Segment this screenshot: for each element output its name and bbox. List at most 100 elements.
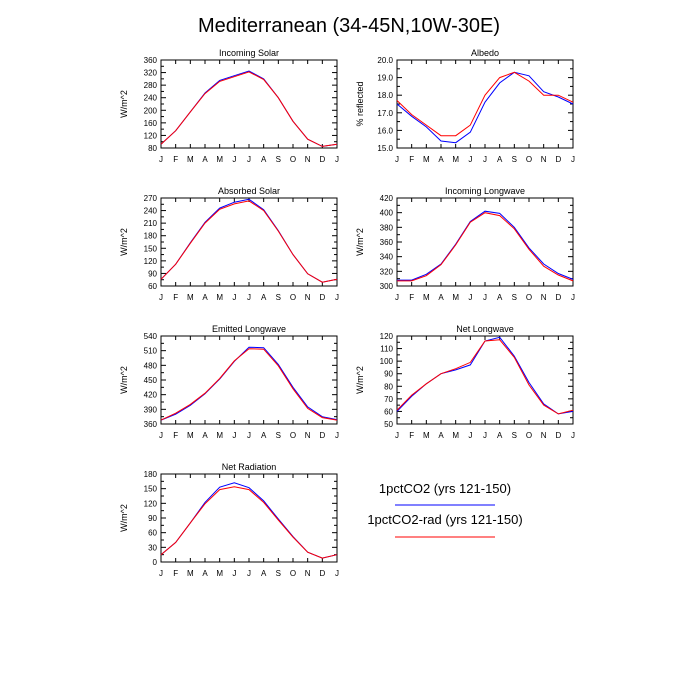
y-tick-label: 110 [380, 345, 393, 354]
x-tick-label: J [468, 431, 472, 440]
chart-title: Albedo [471, 48, 499, 58]
y-tick-label: 100 [380, 357, 394, 366]
chart-title: Incoming Solar [219, 48, 279, 58]
x-tick-label: J [159, 155, 163, 164]
plot-frame [396, 335, 574, 425]
y-tick-label: 70 [384, 395, 393, 404]
series-line-1 [160, 346, 338, 421]
x-tick-label: F [409, 431, 414, 440]
x-tick-label: J [232, 431, 236, 440]
x-tick-label: J [483, 155, 487, 164]
y-axis-label: % reflected [355, 81, 365, 126]
x-tick-label: J [335, 155, 339, 164]
x-tick-label: S [276, 293, 281, 302]
y-tick-label: 210 [144, 219, 158, 228]
x-tick-label: A [261, 569, 267, 578]
x-tick-label: D [319, 569, 325, 578]
y-tick-label: 60 [148, 282, 157, 291]
x-tick-label: O [290, 293, 296, 302]
x-tick-label: O [290, 155, 296, 164]
y-tick-label: 19.0 [377, 74, 393, 83]
y-tick-label: 450 [144, 376, 158, 385]
y-tick-label: 280 [144, 81, 158, 90]
y-tick-label: 380 [380, 223, 394, 232]
y-tick-label: 150 [144, 244, 158, 253]
y-tick-label: 320 [380, 267, 394, 276]
y-tick-label: 480 [144, 361, 158, 370]
y-axis-label: W/m^2 [119, 90, 129, 118]
x-tick-label: A [438, 431, 444, 440]
page-title: Mediterranean (34-45N,10W-30E) [198, 15, 500, 37]
x-tick-label: N [305, 569, 311, 578]
x-tick-label: O [290, 431, 296, 440]
x-tick-label: D [319, 155, 325, 164]
x-tick-label: M [452, 293, 459, 302]
x-tick-label: M [187, 569, 194, 578]
y-tick-label: 420 [144, 391, 158, 400]
legend: 1pctCO2 (yrs 121-150) 1pctCO2-rad (yrs 1… [367, 481, 523, 538]
y-tick-label: 390 [144, 405, 158, 414]
x-tick-label: O [526, 155, 532, 164]
x-tick-label: J [247, 293, 251, 302]
series-line-2 [396, 71, 574, 137]
series-line-1 [397, 210, 574, 281]
x-tick-label: F [173, 431, 178, 440]
y-tick-label: 150 [144, 485, 158, 494]
x-tick-label: J [571, 431, 575, 440]
y-tick-label: 60 [384, 407, 393, 416]
series-line-2 [160, 348, 338, 421]
y-tick-label: 320 [144, 69, 158, 78]
x-tick-label: M [216, 293, 223, 302]
y-tick-label: 30 [148, 543, 157, 552]
x-tick-label: J [483, 431, 487, 440]
x-tick-label: S [512, 431, 517, 440]
x-tick-label: M [423, 155, 430, 164]
x-tick-label: J [335, 293, 339, 302]
series-line-1 [396, 71, 574, 144]
x-tick-label: J [335, 431, 339, 440]
chart-title: Absorbed Solar [218, 186, 280, 196]
x-tick-label: J [247, 155, 251, 164]
y-tick-label: 90 [148, 269, 157, 278]
y-tick-label: 0 [153, 558, 158, 567]
x-tick-label: S [276, 431, 281, 440]
x-tick-label: J [571, 155, 575, 164]
x-tick-label: N [541, 293, 547, 302]
y-axis-label: W/m^2 [355, 228, 365, 256]
y-tick-label: 80 [384, 382, 393, 391]
x-tick-label: M [423, 293, 430, 302]
x-tick-label: J [395, 293, 399, 302]
y-tick-label: 20.0 [377, 56, 393, 65]
y-tick-label: 15.0 [377, 144, 393, 153]
x-tick-label: A [261, 293, 267, 302]
x-tick-label: N [541, 431, 547, 440]
x-tick-label: J [232, 569, 236, 578]
chart-title: Incoming Longwave [445, 186, 525, 196]
x-tick-label: D [555, 431, 561, 440]
series-line-1 [160, 70, 338, 147]
x-tick-label: A [438, 293, 444, 302]
legend-label-1: 1pctCO2 (yrs 121-150) [379, 481, 511, 496]
y-tick-label: 16.0 [377, 126, 393, 135]
y-tick-label: 240 [144, 207, 158, 216]
y-tick-label: 360 [380, 238, 394, 247]
y-axis-label: W/m^2 [355, 366, 365, 394]
x-tick-label: J [232, 293, 236, 302]
x-tick-label: A [261, 155, 267, 164]
series-line-2 [160, 486, 338, 559]
y-tick-label: 200 [144, 106, 158, 115]
x-tick-label: F [409, 155, 414, 164]
x-tick-label: J [395, 155, 399, 164]
x-tick-label: F [173, 155, 178, 164]
y-tick-label: 120 [380, 332, 394, 341]
x-tick-label: D [319, 293, 325, 302]
y-tick-label: 90 [148, 514, 157, 523]
x-tick-label: J [159, 431, 163, 440]
x-tick-label: J [159, 293, 163, 302]
series-line-1 [396, 336, 574, 415]
